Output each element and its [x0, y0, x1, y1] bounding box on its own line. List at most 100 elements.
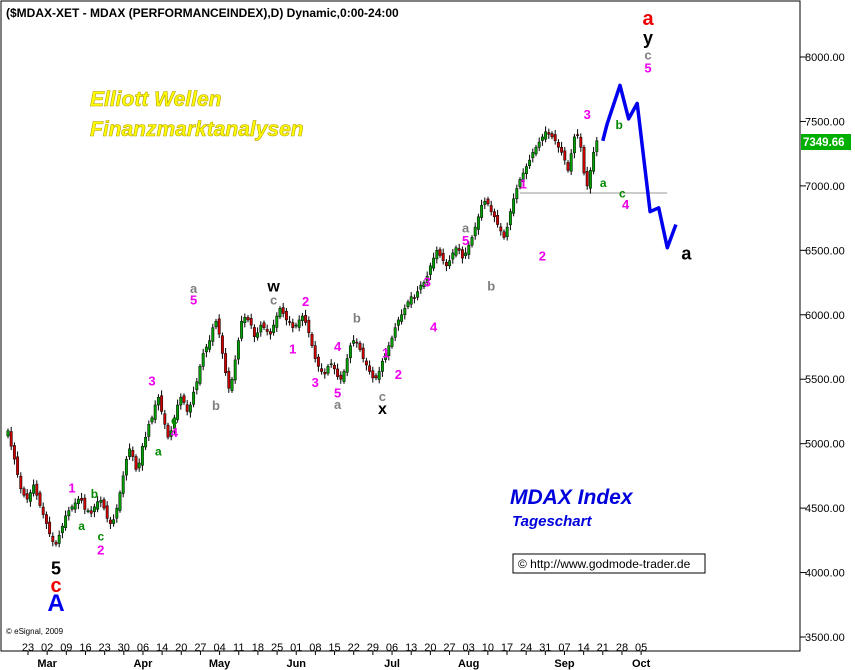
x-day-label: 06	[137, 642, 149, 654]
candle	[524, 163, 528, 180]
candle	[268, 328, 272, 340]
candle	[361, 343, 365, 363]
candle	[262, 320, 266, 330]
x-day-label: 14	[156, 642, 168, 654]
candle	[73, 498, 77, 514]
wave-label: a	[681, 243, 692, 263]
wave-label: 4	[171, 425, 179, 440]
candle	[64, 510, 68, 531]
x-month-label: Mar	[37, 658, 57, 670]
projection-layer	[601, 83, 678, 250]
candle	[544, 126, 548, 143]
candle	[128, 443, 132, 460]
candle	[540, 133, 544, 146]
candle	[9, 426, 13, 451]
x-day-label: 13	[405, 642, 417, 654]
candle	[246, 315, 250, 323]
candle	[214, 318, 218, 330]
wave-label: 5	[190, 292, 197, 307]
candle	[169, 426, 173, 441]
candle	[147, 420, 151, 442]
candle	[150, 415, 154, 425]
candle	[352, 335, 356, 347]
candle	[380, 358, 384, 377]
x-day-label: 20	[424, 642, 436, 654]
x-day-label: 14	[578, 642, 590, 654]
candle	[236, 337, 240, 365]
candle	[304, 309, 308, 326]
candle	[102, 497, 106, 511]
candle	[492, 208, 496, 223]
candle	[470, 235, 474, 248]
candle	[566, 160, 570, 173]
candle	[576, 129, 580, 139]
wave-label: c	[270, 292, 277, 307]
candle	[28, 489, 32, 507]
x-day-label: 06	[386, 642, 398, 654]
candle	[307, 316, 311, 338]
wave-label: 1	[520, 176, 527, 191]
wave-label: c	[97, 529, 104, 543]
wave-label: a	[462, 220, 470, 235]
candle	[377, 366, 381, 384]
wave-label: 1	[68, 481, 75, 496]
candle	[313, 341, 317, 363]
candle	[595, 136, 599, 157]
candle	[364, 357, 368, 371]
x-month-label: Apr	[133, 658, 153, 670]
candle	[400, 309, 404, 325]
x-day-label: 23	[99, 642, 111, 654]
candle	[201, 348, 205, 371]
candle	[531, 148, 535, 163]
candle	[188, 401, 192, 418]
candle	[288, 316, 292, 326]
candle	[454, 245, 458, 258]
candle	[374, 373, 378, 381]
candle	[505, 222, 509, 241]
candle	[124, 456, 128, 481]
x-day-label: 11	[233, 642, 244, 654]
wave-label: 1	[382, 345, 389, 360]
x-day-label: 27	[443, 642, 455, 654]
candle	[240, 315, 244, 342]
candle	[393, 323, 397, 342]
wave-label: b	[616, 118, 623, 132]
candle	[432, 252, 436, 272]
candle	[515, 184, 519, 204]
candle	[483, 197, 487, 210]
brand-line2: Finanzmarktanalysen	[90, 118, 304, 141]
candle	[480, 199, 484, 221]
candle	[592, 146, 596, 175]
x-month-label: Jul	[384, 658, 400, 670]
wave-label: w	[266, 279, 280, 296]
candle	[467, 241, 471, 260]
wave-label: a	[155, 444, 162, 458]
x-day-label: 24	[520, 642, 532, 654]
esignal-credit: © eSignal, 2009	[6, 627, 64, 636]
candle	[297, 315, 301, 332]
x-day-label: 23	[22, 642, 34, 654]
candle	[176, 399, 180, 423]
candle	[32, 479, 36, 497]
candle	[534, 144, 538, 157]
candle	[22, 486, 26, 498]
candle	[60, 523, 64, 539]
x-day-label: 02	[41, 642, 53, 654]
wave-label: 4	[430, 320, 438, 335]
candle	[281, 302, 285, 318]
wave-label: b	[91, 487, 98, 501]
candle	[476, 213, 480, 235]
candle	[528, 154, 532, 169]
copyright-link[interactable]: © http://www.godmode-trader.de	[518, 557, 691, 571]
candle	[425, 271, 429, 287]
axis-layer: 8000.00 7500.00 7000.00 6500.00 6000.00 5500.…	[22, 52, 845, 670]
x-day-label: 10	[482, 642, 494, 654]
candle	[358, 340, 362, 352]
x-month-label: Sep	[554, 658, 574, 670]
candle	[406, 299, 410, 310]
candle	[409, 292, 413, 309]
candle	[179, 393, 183, 410]
y-tick-label: 6500.00	[805, 245, 845, 257]
wave-label: 5	[644, 60, 651, 75]
